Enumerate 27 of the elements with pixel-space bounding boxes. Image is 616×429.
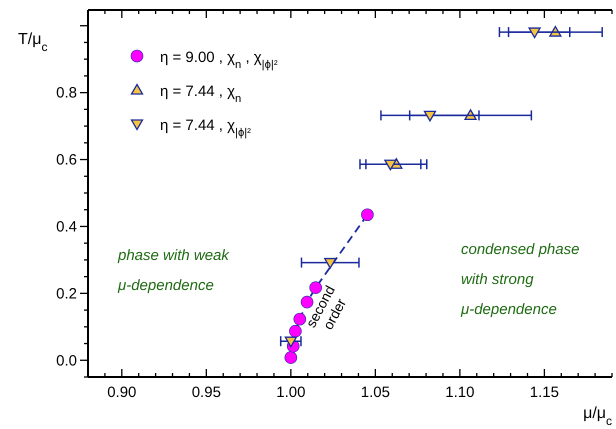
x-tick-label: 1.10 [445,384,474,401]
point [361,208,374,222]
y-tick-label: 0.4 [56,218,77,236]
annotation: condensed phase with strong μ-dependence [460,241,580,318]
point [289,324,302,338]
legend-label: η = 9.00 , χ$_{n}$ , χ$_{|ϕ|²}$ [160,49,278,71]
annotation: phase with weak μ-dependence [117,247,230,294]
point [284,351,298,364]
y-tick-label: 0.2 [56,285,77,302]
point [293,312,306,326]
point [384,160,397,170]
y-tick-label: 0.6 [56,152,77,169]
y-tick-label: 0.0 [56,352,77,370]
x-tick-label: 1.15 [530,384,559,401]
y-tick-label: 0.8 [56,84,77,102]
point [284,336,297,348]
x-tick-label: 0.95 [192,384,221,401]
x-tick-label: 1.00 [276,384,306,401]
y-axis-title: T/μ$_{c}$ [18,31,48,54]
point [528,27,541,38]
x-tick-label: 1.05 [360,384,390,401]
x-axis-title: μ/μ$_{c}$ [583,405,612,428]
x-tick-label: 0.90 [107,384,136,401]
legend-label: η = 7.44 , χ$_{n}$ [160,83,242,105]
point [324,258,336,269]
point [424,110,436,122]
legend-label: η = 7.44 , χ$_{|ϕ|²}$ [160,117,252,139]
